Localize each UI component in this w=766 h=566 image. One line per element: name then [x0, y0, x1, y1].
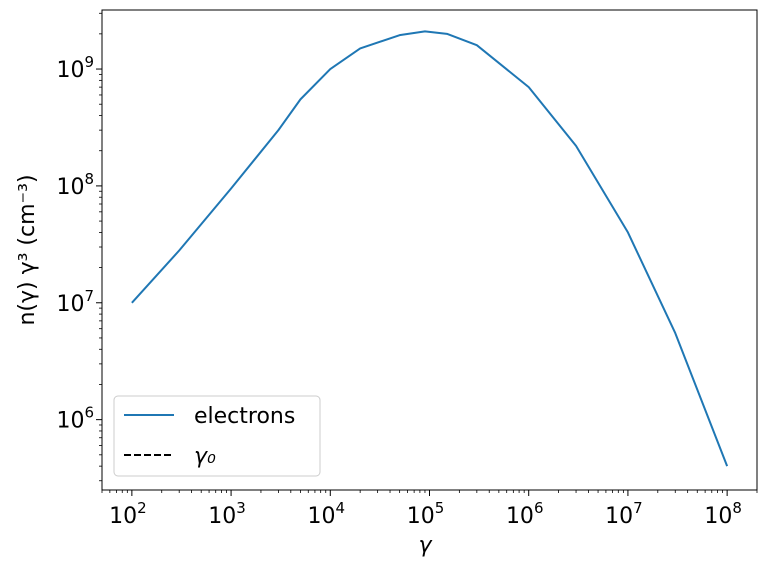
y-tick-label: 107	[56, 287, 94, 317]
legend-label-electrons: electrons	[194, 404, 295, 429]
y-tick-label: 106	[56, 404, 94, 434]
y-axis-label: n(γ) γ³ (cm⁻³)	[15, 174, 40, 325]
x-tick-label: 107	[605, 499, 643, 529]
x-tick-label: 105	[407, 499, 445, 529]
x-tick-label: 106	[506, 499, 544, 529]
x-axis-label: γ	[418, 533, 432, 558]
x-tick-label: 108	[704, 499, 742, 529]
y-tick-label: 108	[56, 170, 94, 200]
legend: electrons γ₀	[113, 395, 321, 477]
series-line-0	[131, 30, 729, 467]
legend-label-gamma0: γ₀	[194, 444, 216, 469]
x-tick-label: 102	[109, 499, 147, 529]
y-tick-label: 109	[56, 53, 94, 83]
x-tick-label: 104	[308, 499, 346, 529]
x-tick-label: 103	[208, 499, 246, 529]
x-axis: 102 103 104 105 106 107 108	[101, 490, 758, 529]
y-axis: 106 107 108 109	[56, 12, 102, 482]
series-layer	[131, 30, 729, 467]
